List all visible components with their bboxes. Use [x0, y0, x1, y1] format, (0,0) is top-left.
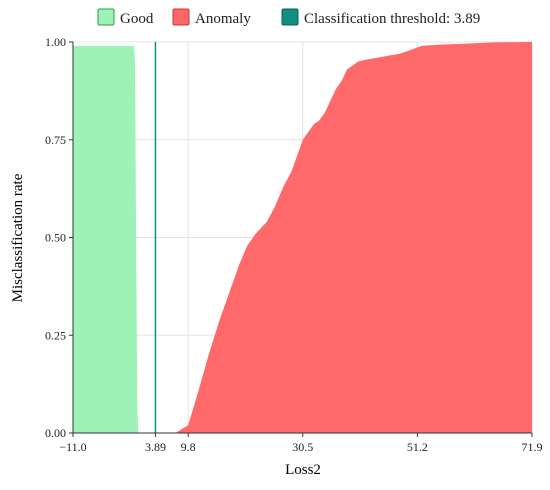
y-tick-label: 0.50 — [45, 231, 66, 245]
legend-label: Anomaly — [195, 11, 251, 27]
y-axis-label: Misclassification rate — [10, 173, 26, 302]
legend-swatch — [172, 8, 190, 26]
y-tick-label: 0.75 — [45, 133, 66, 147]
legend-label: Good — [120, 11, 154, 27]
x-tick-label: 3.89 — [145, 440, 166, 454]
plot-area — [73, 42, 532, 433]
x-axis-label: Loss2 — [285, 462, 321, 478]
y-tick-label: 0.25 — [45, 328, 66, 342]
y-tick-label: 0.00 — [45, 426, 66, 440]
series-area-good — [73, 45, 139, 433]
x-tick-label: 9.8 — [181, 440, 196, 454]
legend-item: Anomaly — [172, 8, 251, 27]
x-tick-label: 30.5 — [292, 440, 313, 454]
y-tick-label: 1.00 — [45, 35, 66, 49]
legend-item: Classification threshold: 3.89 — [281, 8, 480, 27]
series-area-anomaly — [175, 42, 532, 433]
legend-swatch — [281, 8, 299, 26]
legend-item: Good — [97, 8, 154, 27]
x-tick-label: −11.0 — [59, 440, 86, 454]
x-tick-label: 51.2 — [407, 440, 428, 454]
legend-label: Classification threshold: 3.89 — [304, 11, 480, 27]
legend-swatch — [97, 8, 115, 26]
x-tick-label: 71.9 — [522, 440, 543, 454]
axes: 0.00 0.25 0.50 0.75 1.00 −11.0 3.89 9.8 30.5 51.2… — [45, 35, 543, 454]
legend: Good Anomaly Classification threshold: 3.8… — [97, 8, 480, 27]
